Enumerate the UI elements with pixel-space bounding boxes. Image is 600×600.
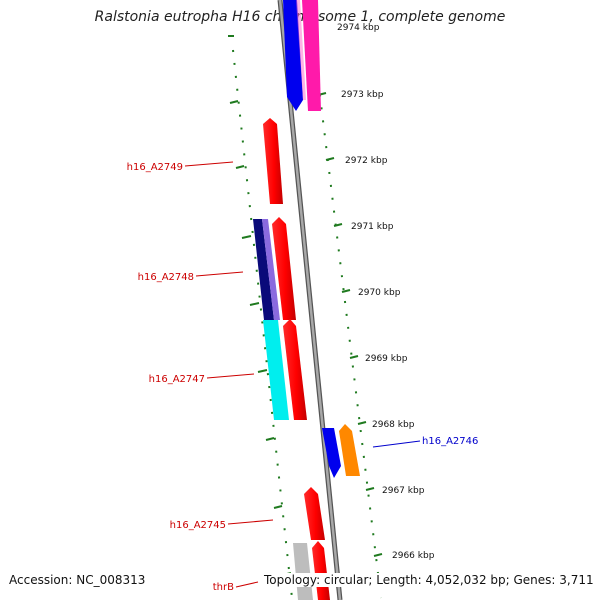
gene-h16-a2748-navy: [253, 219, 274, 320]
gene-label-thrb: thrB: [213, 582, 234, 593]
kbp-label-2971: 2971 kbp: [351, 222, 394, 232]
gene-h16-a2747-cyan: [263, 320, 289, 420]
gene-label-h16-a2745: h16_A2745: [170, 520, 226, 531]
right-ticks: [311, 29, 383, 599]
genes: [253, 0, 360, 600]
map-footer: Accession: NC_008313 Topology: circular;…: [0, 573, 600, 593]
gene-h16-a2745: [304, 487, 325, 540]
kbp-label-2970: 2970 kbp: [358, 288, 401, 298]
kbp-label-2966: 2966 kbp: [392, 551, 435, 561]
gene-label-h16-a2749: h16_A2749: [127, 162, 183, 173]
left-ticks: [228, 35, 293, 599]
gene-h16-a2749: [263, 118, 283, 204]
accession-text: Accession: NC_008313: [9, 573, 146, 587]
gene-h16-a2746: [339, 424, 360, 476]
gene-label-h16-a2746: h16_A2746: [422, 436, 478, 447]
genome-summary: Topology: circular; Length: 4,052,032 bp…: [262, 573, 596, 587]
kbp-labels: 2974 kbp 2973 kbp 2972 kbp 2971 kbp 2970…: [337, 23, 435, 561]
kbp-label-2968: 2968 kbp: [372, 420, 415, 430]
gene-leaders: [184, 161, 421, 588]
gene-label-h16-a2748: h16_A2748: [138, 272, 194, 283]
kbp-label-2974: 2974 kbp: [337, 23, 380, 33]
gene-h16-a2748: [272, 217, 296, 320]
kbp-label-2972: 2972 kbp: [345, 156, 388, 166]
gene-h16-a2748-violet: [262, 219, 280, 320]
kbp-label-2969: 2969 kbp: [365, 354, 408, 364]
gene-magenta-top: [302, 0, 321, 111]
gene-h16-a2746-blue: [322, 428, 341, 478]
kbp-label-2973: 2973 kbp: [341, 90, 384, 100]
gene-h16-a2747: [283, 319, 307, 420]
kbp-label-2967: 2967 kbp: [382, 486, 425, 496]
gene-label-h16-a2747: h16_A2747: [149, 374, 205, 385]
gene-labels: h16_A2749 h16_A2748 h16_A2747 h16_A2746 …: [127, 162, 479, 593]
